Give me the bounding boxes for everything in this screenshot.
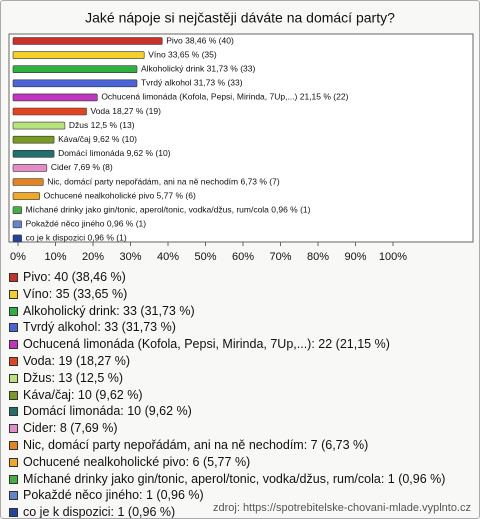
legend-swatch <box>9 323 18 333</box>
bar <box>12 220 22 229</box>
data-label: Ochucená limonáda (Kofola, Pepsi, Mirind… <box>101 92 348 102</box>
bar <box>12 206 22 214</box>
legend-label: co je k dispozici: 1 (0,96 %) <box>23 505 176 519</box>
legend-item: Domácí limonáda: 10 (9,62 %) <box>9 403 471 420</box>
legend-label: Káva/čaj: 10 (9,62 %) <box>23 387 143 402</box>
chart-title: Jaké nápoje si nejčastěji dáváte na domá… <box>85 10 395 26</box>
legend-item: Voda: 19 (18,27 %) <box>9 353 471 370</box>
x-tick-label: 90% <box>344 251 366 263</box>
chart: Jaké nápoje si nejčastěji dáváte na domá… <box>8 10 474 263</box>
legend-item: Ochucená limonáda (Kofola, Pepsi, Mirind… <box>9 336 471 353</box>
data-label: Pivo 38,46 % (40) <box>166 35 234 45</box>
bar <box>12 150 55 158</box>
legend-item: Káva/čaj: 10 (9,62 %) <box>9 387 471 404</box>
legend-label: Víno: 35 (33,65 %) <box>23 286 128 301</box>
x-tick-label: 80% <box>307 251 329 263</box>
legend-item: Ochucené nealkoholické pivo: 6 (5,77 %) <box>9 454 471 471</box>
legend-label: Pivo: 40 (38,46 %) <box>23 270 126 284</box>
bar <box>12 192 40 200</box>
legend-swatch <box>9 273 18 282</box>
legend-label: Alkoholický drink: 33 (31,73 %) <box>23 303 195 318</box>
bar <box>12 135 55 144</box>
legend-label: Voda: 19 (18,27 %) <box>23 353 131 368</box>
data-label: Nic, domácí party nepořádám, ani na ně n… <box>47 176 280 186</box>
legend-item: Pivo: 40 (38,46 %) <box>9 269 471 286</box>
data-label: Domácí limonáda 9,62 % (10) <box>58 148 171 158</box>
x-tick-label: 20% <box>82 251 104 263</box>
data-label: co je k dispozici 0,96 % (1) <box>26 233 127 243</box>
legend-label: Ochucené nealkoholické pivo: 6 (5,77 %) <box>23 454 251 469</box>
x-tick-label: 100% <box>379 251 407 263</box>
legend-swatch <box>9 356 18 366</box>
legend: Pivo: 40 (38,46 %) Víno: 35 (33,65 %) Alko… <box>9 269 471 519</box>
legend-label: Míchané drinky jako gin/tonic, aperol/to… <box>23 471 446 486</box>
data-label: Džus 12,5 % (13) <box>69 120 135 130</box>
data-label: Alkoholický drink 31,73 % (33) <box>141 63 256 73</box>
legend-item: Pokaždé něco jiného: 1 (0,96 %) <box>9 487 471 504</box>
bar <box>12 79 138 88</box>
legend-swatch <box>9 474 18 484</box>
x-tick-label: 30% <box>119 251 141 263</box>
legend-swatch <box>9 440 18 450</box>
data-label: Voda 18,27 % (19) <box>91 106 162 116</box>
legend-label: Pokaždé něco jiného: 1 (0,96 %) <box>23 488 204 503</box>
legend-item: Nic, domácí party nepořádám, ani na ně n… <box>9 437 471 454</box>
legend-swatch <box>9 491 18 501</box>
legend-item: co je k dispozici: 1 (0,96 %) <box>9 504 471 519</box>
legend-label: Cider: 8 (7,69 %) <box>23 421 118 436</box>
legend-swatch <box>9 340 18 350</box>
bar <box>12 37 163 45</box>
legend-swatch <box>9 390 18 400</box>
legend-swatch <box>9 407 18 417</box>
bar <box>12 121 66 130</box>
legend-item: Víno: 35 (33,65 %) <box>9 286 471 303</box>
legend-swatch <box>9 457 18 467</box>
legend-label: Domácí limonáda: 10 (9,62 %) <box>23 404 192 419</box>
bar <box>12 51 145 59</box>
data-label: Káva/čaj 9,62 % (10) <box>58 134 137 144</box>
bar <box>12 178 44 186</box>
data-label: Víno 33,65 % (35) <box>148 49 217 59</box>
legend-swatch <box>9 373 18 383</box>
data-label: Pokaždé něco jiného 0,96 % (1) <box>26 219 147 229</box>
legend-swatch <box>9 306 18 316</box>
bar <box>12 234 22 243</box>
legend-swatch <box>9 508 18 518</box>
legend-label: Džus: 13 (12,5 %) <box>23 370 124 385</box>
data-label: Cider 7,69 % (8) <box>51 162 113 172</box>
bar <box>12 65 138 73</box>
legend-item: Míchané drinky jako gin/tonic, aperol/to… <box>9 471 471 488</box>
data-label: Míchané drinky jako gin/tonic, aperol/to… <box>26 204 311 214</box>
legend-swatch <box>9 424 18 434</box>
bar <box>12 107 87 116</box>
x-tick-label: 0% <box>10 251 26 263</box>
legend-label: Nic, domácí party nepořádám, ani na ně n… <box>23 437 369 452</box>
x-tick-label: 10% <box>44 251 66 263</box>
legend-item: Tvrdý alkohol: 33 (31,73 %) <box>9 319 471 336</box>
data-label: Ochucené nealkoholické pivo 5,77 % (6) <box>44 190 196 200</box>
legend-label: Ochucená limonáda (Kofola, Pepsi, Mirind… <box>23 337 390 352</box>
x-tick-label: 70% <box>269 251 291 263</box>
x-tick-label: 40% <box>157 251 179 263</box>
x-tick-label: 50% <box>194 251 216 263</box>
bar <box>12 164 48 172</box>
legend-swatch <box>9 289 18 299</box>
bar <box>12 93 98 102</box>
x-tick-label: 60% <box>232 251 254 263</box>
legend-label: Tvrdý alkohol: 33 (31,73 %) <box>23 320 176 335</box>
legend-item: Cider: 8 (7,69 %) <box>9 420 471 437</box>
legend-item: Džus: 13 (12,5 %) <box>9 370 471 387</box>
source: zdroj: https://spotrebitelske-chovani-ml… <box>212 502 471 514</box>
data-label: Tvrdý alkohol 31,73 % (33) <box>141 78 243 88</box>
legend-item: Alkoholický drink: 33 (31,73 %) <box>9 303 471 320</box>
